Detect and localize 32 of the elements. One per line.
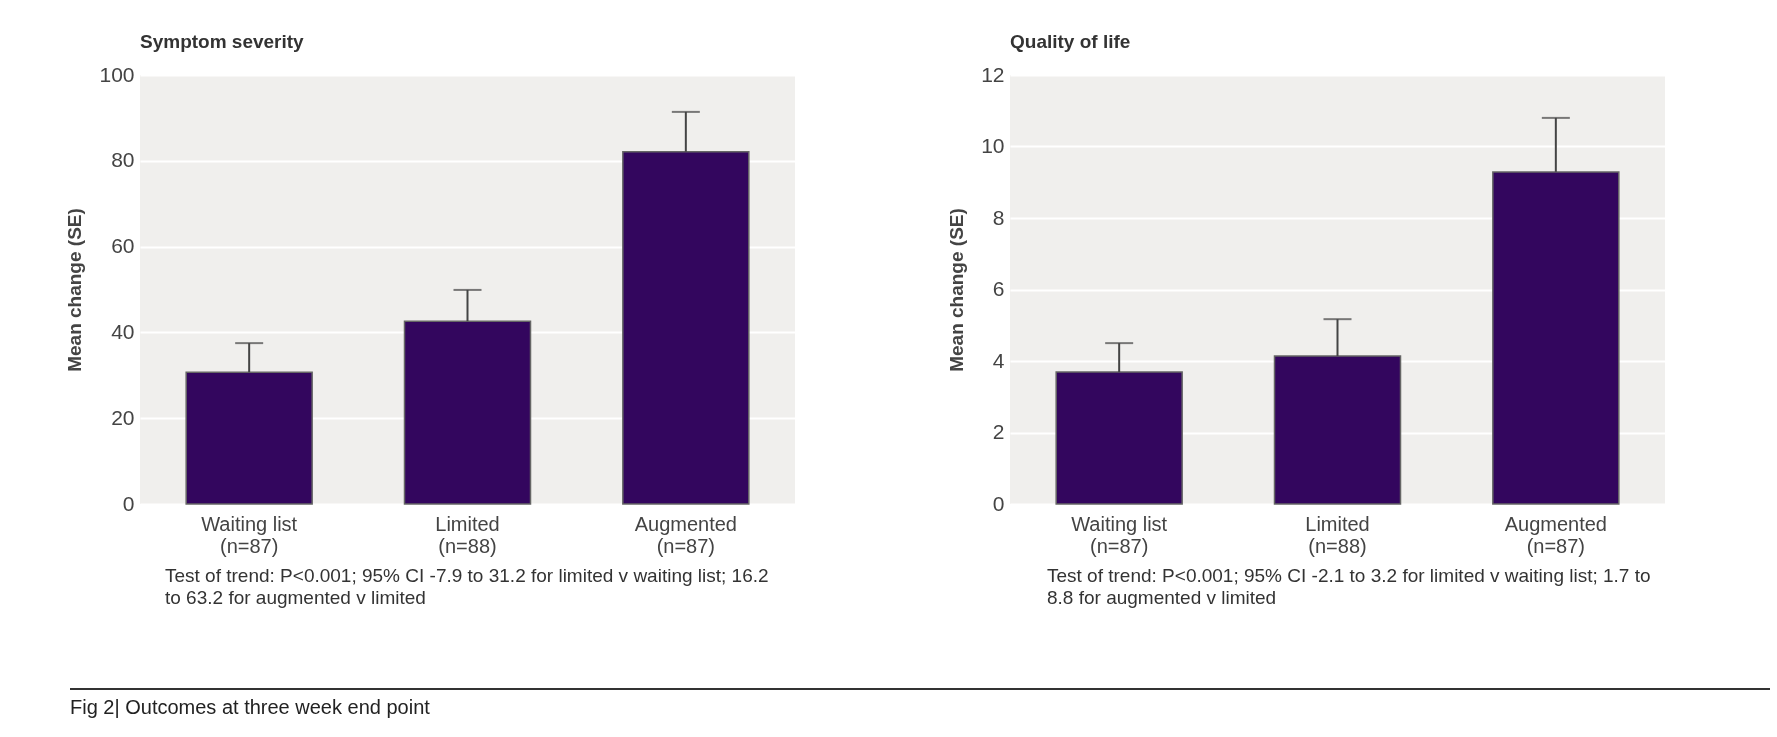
y-tick-label: 6 (992, 277, 1005, 300)
y-tick-label: 2 (992, 420, 1005, 443)
bar (403, 320, 532, 505)
y-axis-title: Mean change (SE) (64, 208, 86, 372)
chart-title: Quality of life (1010, 31, 1131, 52)
y-tick-label: 0 (992, 491, 1005, 515)
caption: Fig 2| Outcomes at three week end point (70, 696, 431, 719)
y-tick-label: 20 (111, 405, 135, 429)
chart-title: Symptom severity (140, 31, 305, 52)
y-tick-label: 0 (122, 491, 135, 515)
y-tick-label: 40 (111, 319, 135, 343)
bar (1055, 371, 1183, 505)
x-tick-label: Augmented (n=87) (634, 512, 737, 557)
bar (185, 371, 313, 505)
bar (622, 151, 750, 505)
text: Test of trend: P<0.001; 95% CI -2.1 to 3.2 for limited v waiting list; 1.7 to 8.8 for augmented v limited (1047, 565, 1652, 609)
y-tick-label: 12 (981, 62, 1005, 86)
y-tick-label: 10 (981, 134, 1005, 157)
y-tick-label: 60 (111, 234, 135, 258)
text: Test of trend: P<0.001; 95% CI -7.9 to 31.2 for limited v waiting list; 16.2 to 63.2 for augmented v limited (165, 565, 770, 609)
bar (1492, 171, 1620, 505)
y-tick-label: 8 (992, 205, 1005, 229)
y-tick-label: 100 (99, 62, 135, 86)
x-tick-label: Waiting list (n=87) (201, 512, 298, 557)
x-tick-label: Limited (n=88) (1305, 512, 1370, 557)
y-axis-title: Mean change (SE) (946, 208, 968, 372)
x-tick-label: Limited (n=88) (435, 512, 500, 557)
x-tick-label: Augmented (n=87) (1504, 512, 1607, 557)
x-tick-label: Waiting list (n=87) (1071, 512, 1168, 557)
y-tick-label: 4 (992, 348, 1005, 372)
y-tick-label: 80 (111, 148, 135, 172)
bar (1273, 355, 1402, 505)
